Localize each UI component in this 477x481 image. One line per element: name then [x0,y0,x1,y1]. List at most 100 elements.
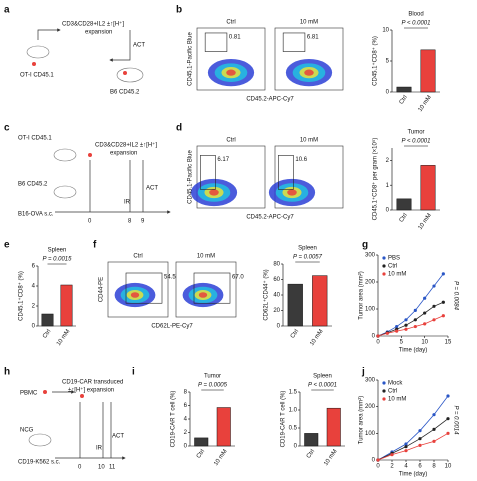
legend-marker [382,272,386,276]
data-point [418,429,422,433]
density [304,69,314,76]
data-point [446,417,450,421]
p-value: P = 0.0015 [43,257,73,263]
data-point [432,304,436,308]
data-point [385,331,389,335]
y-axis-label: CD19-CAR T cell (%) [281,391,287,448]
legend-label: Mock [388,381,403,387]
chart-title: Tumor [204,374,221,380]
bar [194,437,209,447]
y-axis-label: CD45.1⁺CD8⁺ (%) [18,271,25,321]
data-point [423,296,427,300]
panel-a: a OT-I CD45.1 CD3&CD28+IL2 ±↑[H⁺] expans… [4,5,145,96]
data-point [376,458,380,462]
panel-letter: d [176,123,182,134]
gate [282,32,306,52]
p-value: P < 0.0001 [308,383,337,389]
series-line [377,301,444,337]
day-label: 11 [109,465,116,471]
data-point [413,308,417,312]
data-point [418,437,422,441]
y-tick-label: 2 [32,304,36,310]
legend-label: Ctrl [388,264,397,270]
x-tick-label: 0 [376,340,380,346]
cells-icon [123,71,127,75]
data-point [441,272,445,276]
plot-title: 10 mM [300,138,318,144]
y-tick-label: 4 [184,417,188,423]
arrow [109,30,131,62]
gate-label: 10.6 [295,157,307,163]
x-tick-label: 0 [376,464,380,470]
data-point [432,439,436,443]
donor-label: OT-I CD45.1 [20,73,54,79]
x-tick-label: 10 mM [213,449,228,467]
x-tick-label: Ctrl [399,213,409,224]
bar [304,433,319,447]
y-tick-label: 8 [184,390,188,396]
legend-marker [382,256,386,260]
y-tick-label: 40 [273,293,280,299]
y-tick-label: 200 [365,280,376,286]
bar [420,165,436,211]
y-tick-label: 0 [32,324,36,330]
bar [326,407,341,447]
data-point [418,443,422,447]
data-point [404,442,408,446]
mouse-icon [53,185,77,199]
p-value: P < 0.0001 [402,139,431,145]
x-tick-label: 8 [432,464,436,470]
panel-letter: j [361,367,365,378]
y-tick-label: 2 [386,158,390,164]
p-value: P = 0.0005 [198,383,228,389]
y-tick-label: 0.5 [289,426,298,432]
y-axis-label: CD62L⁺CD44⁺ (%) [263,269,270,320]
data-point [446,394,450,398]
y-tick-label: 300 [365,378,376,384]
data-point [432,413,436,417]
x-tick-label: Ctrl [42,329,52,340]
data-point [376,334,380,338]
y-tick-label: 0 [294,444,298,450]
density [198,292,208,298]
x-axis-label: Time (day) [399,348,427,354]
tumor-label: B16-OVA s.c. [18,212,54,218]
y-tick-label: 5 [386,59,390,65]
protocol-label: expansion [110,151,137,157]
legend-label: PBS [388,256,400,262]
series-line [377,395,449,461]
bar [287,283,303,327]
gate [204,32,228,52]
y-tick-label: 4 [32,284,36,290]
y-tick-label: 10 [382,28,389,34]
x-tick-label: Ctrl [399,95,409,106]
donor-label: PBMC [20,391,38,397]
panel-letter: e [4,240,10,251]
donor-label: OT-I CD45.1 [18,136,52,142]
recipient-label: B6 CD45.2 [110,90,140,96]
data-point [404,327,408,331]
mouse-icon [116,67,144,83]
cells-icon [80,394,84,398]
y-tick-label: 0 [386,208,390,214]
data-point [432,284,436,288]
p-value: P = 0.0084 [452,281,458,311]
plot-title: 10 mM [197,254,215,260]
bar [312,275,328,327]
panel-letter: h [4,367,10,378]
act-label: ACT [146,186,158,192]
x-tick-label: Ctrl [196,449,206,460]
density [226,69,236,76]
y-tick-label: 6 [184,403,188,409]
y-tick-label: 0 [277,324,281,330]
y-tick-label: 100 [365,307,376,313]
panel-letter: b [176,5,182,16]
arrow [37,28,61,40]
data-point [395,324,399,329]
data-point [423,311,427,315]
x-tick-label: 10 mM [56,329,71,347]
plot-title: 10 mM [300,20,318,26]
gate-label: 54.5 [164,275,176,281]
legend-marker [382,264,386,268]
